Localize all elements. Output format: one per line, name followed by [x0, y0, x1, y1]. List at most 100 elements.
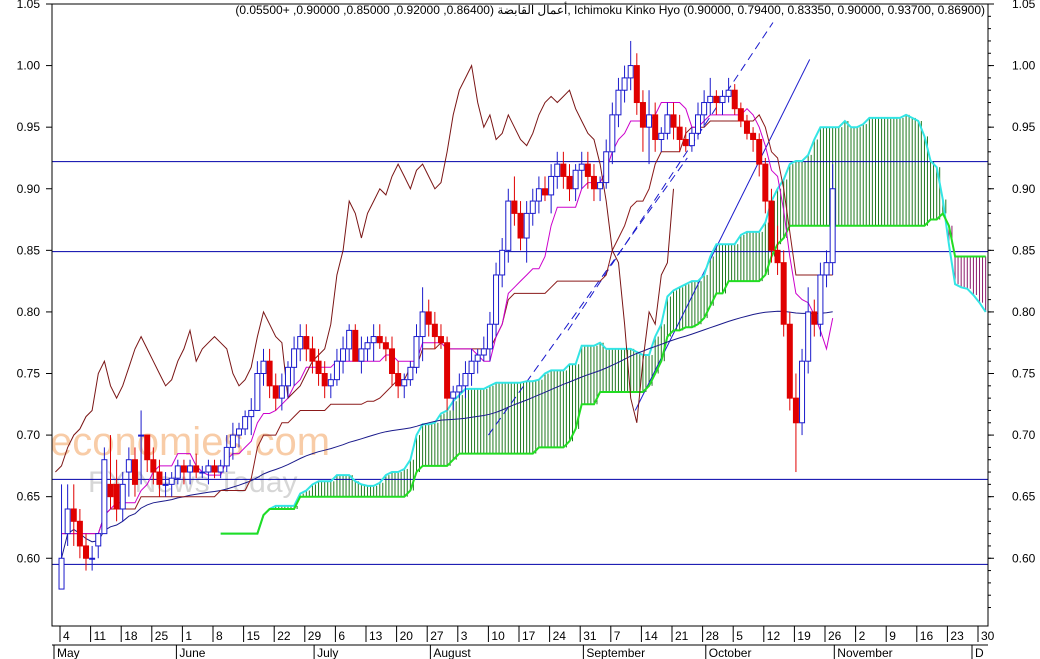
- candle-body: [358, 348, 365, 362]
- candle: [376, 324, 383, 349]
- y-tick-label-left: 0.60: [17, 551, 41, 565]
- candle: [89, 545, 96, 571]
- candle-body: [125, 459, 132, 473]
- candle: [725, 77, 732, 103]
- candle: [639, 90, 646, 152]
- candle-body: [389, 348, 396, 375]
- candle: [64, 484, 71, 546]
- candle-body: [633, 65, 640, 104]
- candle-body: [217, 465, 224, 473]
- candle-body: [627, 65, 634, 79]
- chart-header: أعمال القابضة (0.86400, 0.92000, 0.85000…: [235, 2, 985, 17]
- month-label: D: [975, 646, 984, 659]
- candle: [272, 373, 279, 411]
- candle-body: [76, 520, 83, 547]
- moving-average-line: [61, 310, 833, 559]
- candle: [395, 361, 402, 399]
- chikou-span-line: [55, 63, 674, 473]
- y-tick-label-left: 1.00: [17, 59, 41, 73]
- date-tick-label: 16: [920, 629, 934, 643]
- date-tick-label: 14: [644, 629, 658, 643]
- date-tick-label: 31: [583, 629, 597, 643]
- date-tick-label: 23: [950, 629, 964, 643]
- candle: [756, 133, 763, 177]
- candle-body: [805, 311, 812, 362]
- candle: [450, 385, 457, 411]
- date-tick-label: 4: [63, 629, 70, 643]
- candle-body: [548, 175, 555, 196]
- y-tick-label-right: 0.60: [1012, 551, 1036, 565]
- candle: [315, 348, 322, 386]
- candle: [658, 127, 665, 152]
- senkou-span-a-line: [220, 113, 987, 535]
- candle-body: [480, 348, 487, 356]
- candle: [407, 361, 414, 386]
- candle: [382, 336, 389, 362]
- candle-body: [333, 360, 340, 381]
- candle: [284, 361, 291, 399]
- candle-body: [150, 459, 157, 473]
- candle: [768, 188, 775, 263]
- candle: [590, 164, 597, 202]
- candle-body: [315, 360, 322, 375]
- candle-body: [327, 379, 334, 387]
- candle-body: [248, 409, 255, 418]
- candle: [199, 465, 206, 479]
- candle: [566, 164, 573, 202]
- candle-body: [725, 89, 732, 97]
- candle: [156, 459, 163, 497]
- candle: [174, 459, 181, 485]
- y-tick-label-left: 0.85: [17, 243, 41, 257]
- candle: [786, 311, 793, 411]
- candle-body: [321, 373, 328, 387]
- date-tick-label: 15: [247, 629, 261, 643]
- date-tick-label: 18: [124, 629, 138, 643]
- candle: [701, 90, 708, 128]
- candle-body: [615, 89, 622, 116]
- candle: [131, 447, 138, 497]
- candle-body: [156, 471, 163, 485]
- candle-body: [431, 323, 438, 338]
- candle-body: [737, 108, 744, 122]
- candle-body: [236, 428, 243, 436]
- candle-body: [229, 434, 236, 448]
- candle: [517, 201, 524, 251]
- candle-body: [823, 262, 830, 276]
- y-tick-label-left: 0.80: [17, 305, 41, 319]
- candle: [743, 114, 750, 140]
- y-tick-label-left: 0.75: [17, 367, 41, 381]
- candle: [278, 373, 285, 411]
- candle-body: [131, 459, 138, 485]
- candle: [291, 336, 298, 386]
- date-tick-label: 13: [369, 629, 383, 643]
- candle-body: [566, 175, 573, 190]
- candle: [462, 361, 469, 399]
- candle-body: [376, 336, 383, 344]
- date-tick-label: 29: [308, 629, 322, 643]
- candle-body: [260, 360, 267, 375]
- candle: [499, 238, 506, 288]
- month-label: September: [586, 646, 645, 659]
- candle: [254, 361, 261, 411]
- candle: [603, 139, 610, 189]
- candle-body: [266, 360, 273, 387]
- y-tick-label-right: 0.80: [1012, 305, 1036, 319]
- y-tick-label-left: 1.05: [17, 0, 41, 11]
- trend-line: [567, 22, 774, 331]
- candle-body: [162, 483, 169, 486]
- candle: [437, 324, 444, 349]
- candle-body: [529, 200, 536, 214]
- candle-body: [792, 397, 799, 424]
- date-tick-label: 28: [706, 629, 720, 643]
- candle: [217, 459, 224, 479]
- axes: 1.05 1.05 1.00 1.00 0.95 0.95 0.90 0.90 0.85 0.85…: [17, 0, 1036, 659]
- candlesticks: [58, 40, 836, 590]
- candle: [187, 459, 194, 485]
- candle-body: [291, 348, 298, 368]
- candle: [456, 373, 463, 399]
- candle: [682, 127, 689, 152]
- candle: [333, 348, 340, 386]
- candle-body: [382, 342, 389, 350]
